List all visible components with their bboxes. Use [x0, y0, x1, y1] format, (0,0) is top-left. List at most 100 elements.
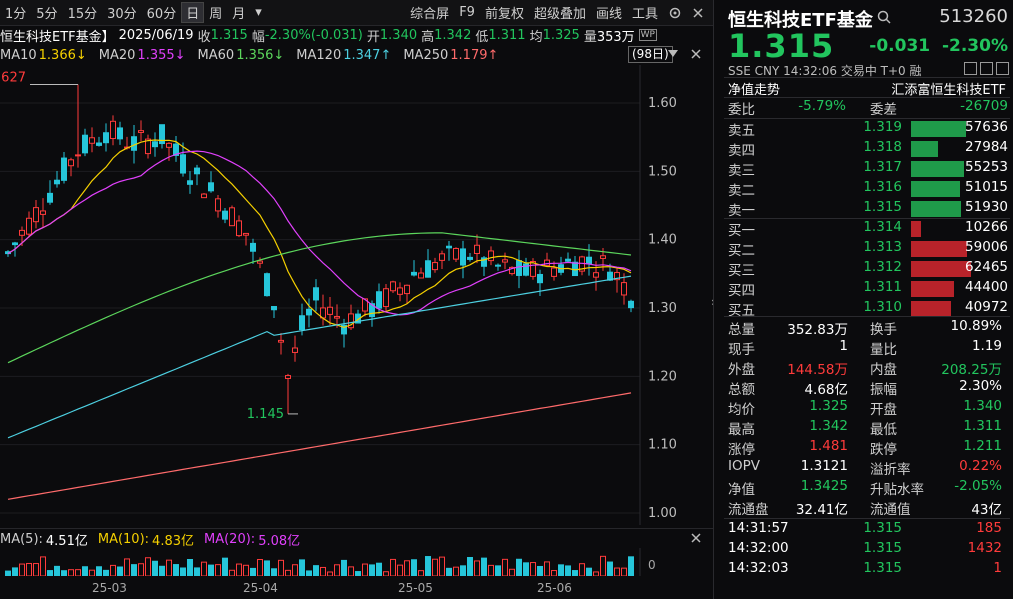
low-value: 1.311: [488, 27, 526, 43]
window-icon[interactable]: [996, 62, 1009, 75]
period-60min[interactable]: 60分: [146, 7, 177, 22]
ask-row[interactable]: 卖一 1.315 51930: [726, 199, 1008, 219]
level-volume: 51015: [965, 179, 1008, 195]
period-1min[interactable]: 1分: [5, 7, 27, 22]
level-label: 买五: [728, 303, 755, 319]
volume-bar: [530, 562, 536, 576]
search-icon[interactable]: [877, 10, 891, 24]
candle: [12, 242, 18, 246]
level-price: 1.312: [863, 259, 902, 275]
volume-bar: [208, 564, 214, 576]
ask-row[interactable]: 卖四 1.318 27984: [726, 139, 1008, 159]
menu-f9[interactable]: F9: [459, 5, 475, 20]
period-15min[interactable]: 15分: [67, 7, 98, 22]
stat-label: 外盘: [728, 362, 755, 378]
candle: [614, 272, 620, 281]
volume-bar: [621, 567, 627, 576]
stat-row: IOPV 1.3121 溢折率 0.22%: [726, 458, 1008, 478]
divider: [724, 97, 1010, 98]
weicha-value: -26709: [960, 98, 1008, 114]
window-icon[interactable]: [980, 62, 993, 75]
tick-volume: 1: [993, 560, 1002, 576]
candlestick-chart[interactable]: 1.60 1.50 1.40 1.30 1.20 1.10 1.00 1.627 1.145: [0, 65, 713, 525]
candle: [201, 193, 207, 199]
wp-icon[interactable]: WP: [638, 29, 657, 41]
volume-bar: [306, 570, 312, 576]
ask-row[interactable]: 卖五 1.319 57636: [726, 119, 1008, 139]
close-icon[interactable]: [690, 48, 702, 60]
volume-bar: [607, 561, 613, 576]
candle: [173, 143, 179, 156]
menu-overlay[interactable]: 超级叠加: [533, 7, 586, 22]
volume-bar: [628, 556, 634, 576]
period-5min[interactable]: 5分: [36, 7, 58, 22]
volume-bar: [334, 564, 340, 576]
candle: [600, 255, 606, 259]
amp-label: 幅: [251, 29, 265, 45]
level-price: 1.310: [863, 299, 902, 315]
volume-bar: [250, 567, 256, 576]
level-label: 买四: [728, 283, 755, 299]
nav-trend-link[interactable]: 净值走势: [728, 83, 781, 98]
candle: [432, 262, 438, 271]
candle: [502, 259, 508, 263]
period-month[interactable]: 月: [232, 7, 246, 22]
candle: [257, 260, 263, 264]
menu-fq[interactable]: 前复权: [484, 7, 524, 22]
volume-bar: [572, 570, 578, 576]
close-value: 1.315: [210, 27, 248, 43]
candle: [306, 308, 312, 316]
level-price: 1.318: [863, 139, 902, 155]
stat-value: 4.68亿: [804, 382, 848, 398]
vol-ma5-label: MA(5):: [0, 531, 43, 547]
level-volume: 51930: [965, 199, 1008, 215]
candle: [299, 315, 305, 331]
close-icon[interactable]: [690, 532, 702, 544]
volume-bar: [586, 567, 592, 576]
candle: [516, 260, 522, 276]
stat-label: 总额: [728, 382, 755, 398]
ask-row[interactable]: 卖三 1.317 55253: [726, 159, 1008, 179]
y-tick-label: 1.60: [648, 96, 677, 111]
ma-line-ma120: [7, 275, 632, 439]
stat-value: 10.89%: [950, 318, 1002, 334]
volume-bar: [264, 560, 270, 576]
bid-row[interactable]: 买一 1.314 10266: [726, 219, 1008, 239]
stat-value: 1.325: [809, 398, 848, 414]
candle: [166, 142, 172, 148]
candle: [467, 256, 473, 260]
period-week[interactable]: 周: [209, 7, 223, 22]
candle: [47, 192, 53, 203]
ask-row[interactable]: 卖二 1.316 51015: [726, 179, 1008, 199]
gear-icon[interactable]: [668, 6, 682, 20]
window-icon[interactable]: [964, 62, 977, 75]
volume-bar: [439, 556, 445, 576]
bid-row[interactable]: 买五 1.310 40972: [726, 299, 1008, 319]
candle: [110, 120, 116, 140]
stat-value: -2.05%: [954, 478, 1002, 494]
menu-draw[interactable]: 画线: [595, 7, 622, 22]
menu-composite-screen[interactable]: 综合屏: [410, 7, 450, 22]
close-icon[interactable]: [692, 7, 704, 19]
period-more-dropdown[interactable]: ▾: [255, 5, 262, 20]
ma10-value: 1.366↓: [38, 47, 87, 63]
ma-period-button[interactable]: (98日): [628, 46, 673, 63]
bid-row[interactable]: 买二 1.313 59006: [726, 239, 1008, 259]
candle: [474, 244, 480, 254]
triangle-down-icon[interactable]: [668, 50, 678, 58]
vol-label: 量: [583, 29, 597, 45]
avg-label: 均: [529, 29, 543, 45]
volume-bar: [544, 561, 550, 576]
candle: [285, 375, 291, 379]
high-value: 1.342: [434, 27, 472, 43]
tick-price: 1.315: [863, 560, 902, 576]
x-tick: 25-04: [243, 581, 278, 595]
period-day[interactable]: 日: [181, 2, 205, 23]
menu-tools[interactable]: 工具: [631, 7, 658, 22]
bid-row[interactable]: 买三 1.312 62465: [726, 259, 1008, 279]
period-30min[interactable]: 30分: [107, 7, 137, 22]
volume-bar: [600, 555, 606, 576]
bid-row[interactable]: 买四 1.311 44400: [726, 279, 1008, 299]
volume-chart[interactable]: [0, 548, 713, 576]
volume-bar: [488, 564, 494, 576]
